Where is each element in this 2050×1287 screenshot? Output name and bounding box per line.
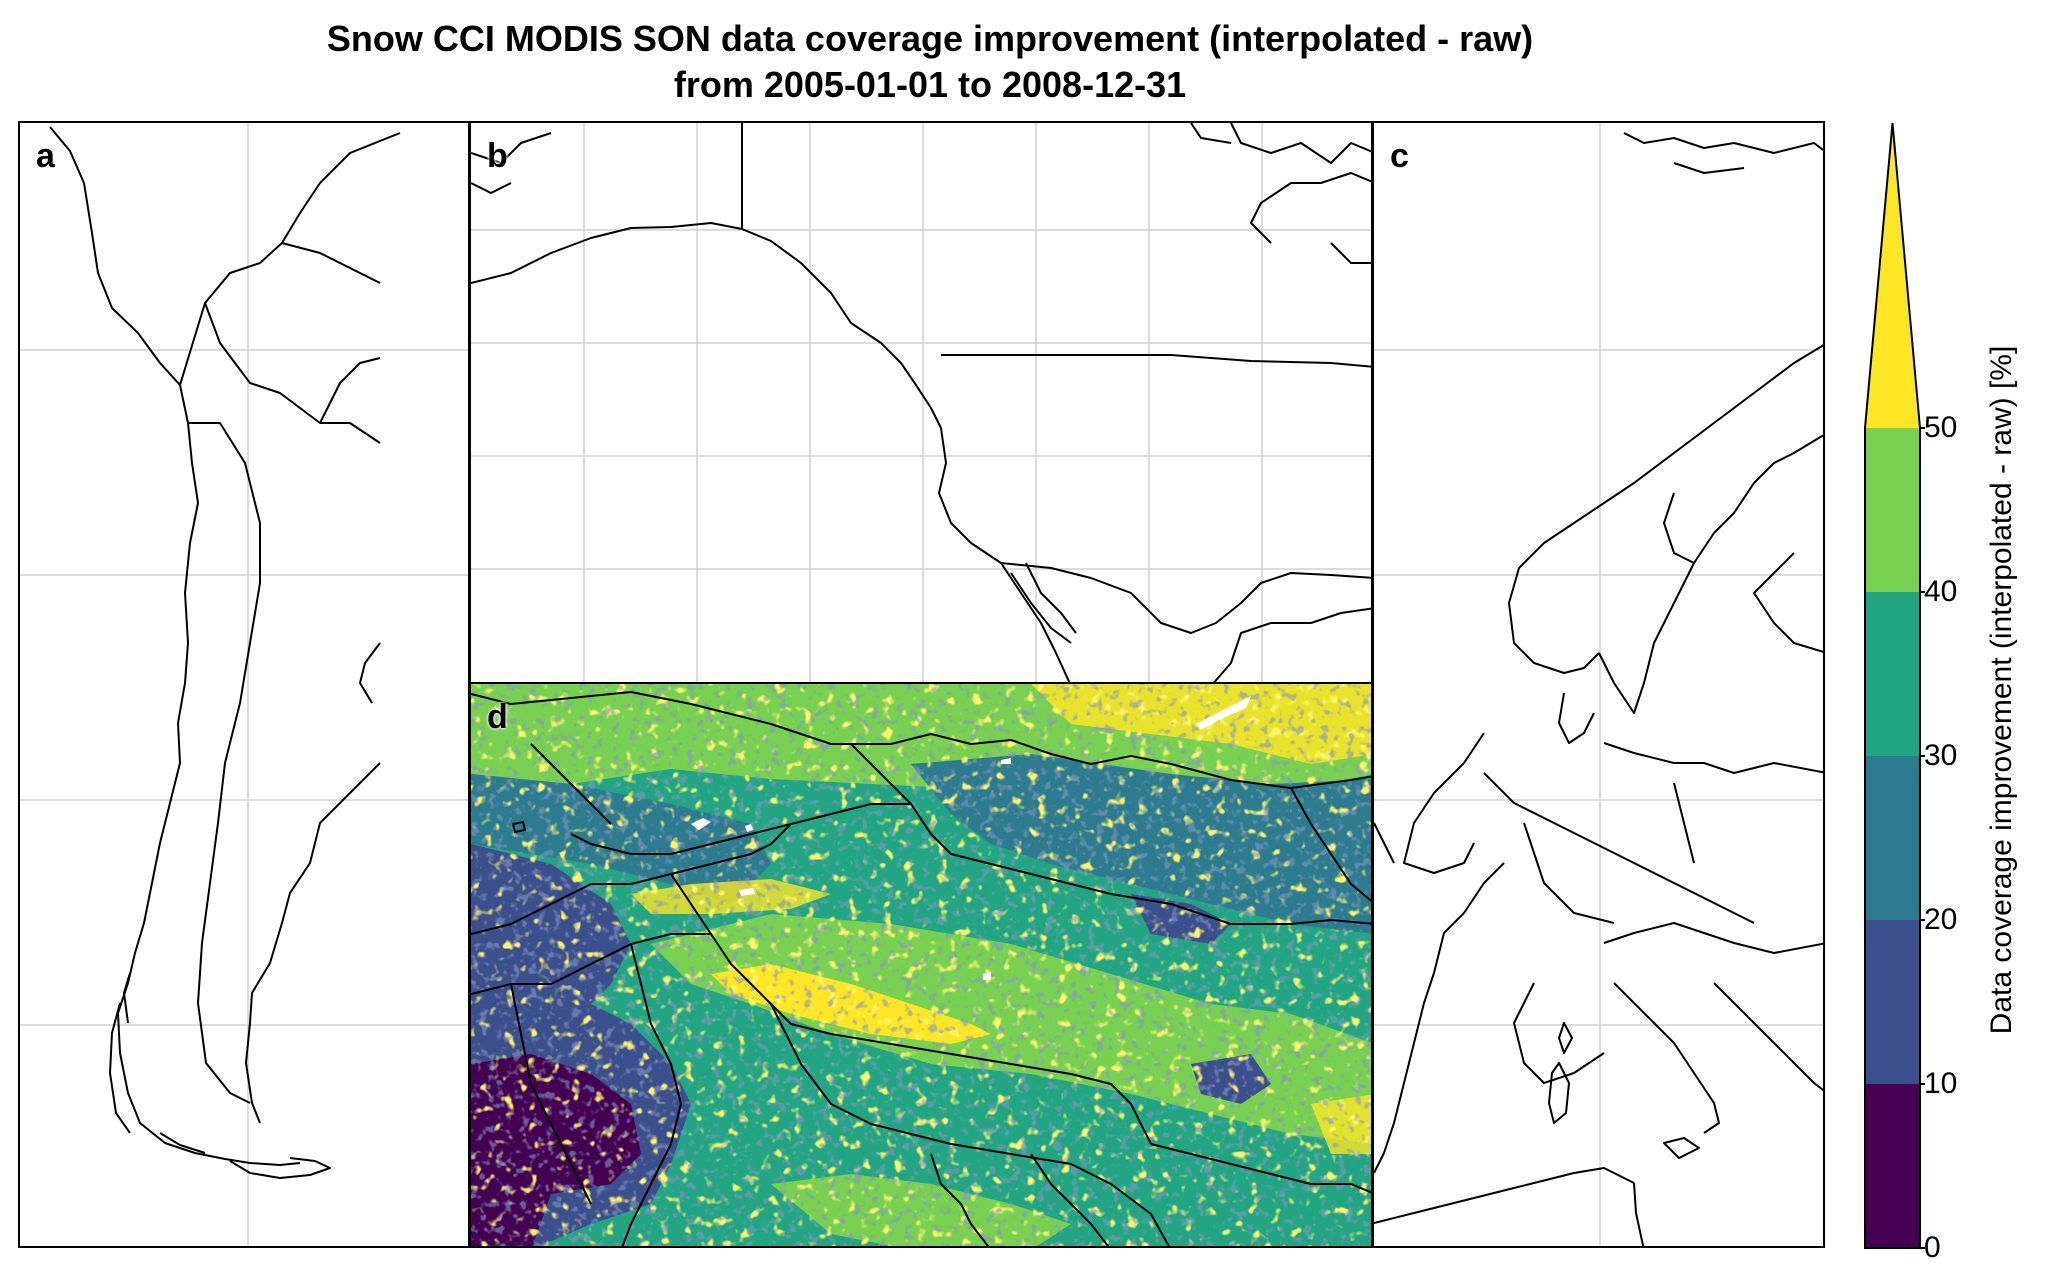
colorbar-level-20 (1865, 756, 1920, 920)
coastlines (1374, 132, 1823, 1246)
colorbar-level-10 (1865, 920, 1920, 1084)
panel-label-a: a (36, 137, 55, 175)
colorbar-level-50 (1865, 123, 1920, 428)
colorbar: 0 10 20 30 40 50 (1855, 115, 2050, 1263)
coastlines (49, 126, 401, 1179)
panel-label-d: d (487, 698, 508, 736)
colorbar-level-40 (1865, 428, 1920, 592)
colorbar-label: Data coverage improvement (interpolated … (1985, 345, 2018, 1035)
colorbar-level-30 (1865, 592, 1920, 756)
map-panel-b: b (469, 121, 1373, 684)
borders (471, 691, 1371, 1246)
map-south-america (20, 123, 468, 1246)
map-panel-c: c (1372, 121, 1825, 1248)
figure-subtitle: from 2005-01-01 to 2008-12-31 (673, 64, 1187, 105)
map-europe (1374, 123, 1823, 1246)
colorbar-tick-40: 40 (1924, 575, 1958, 608)
map-panel-d: d (469, 682, 1373, 1248)
gridlines (471, 123, 1371, 682)
colorbar-level-0 (1865, 1084, 1920, 1248)
coastlines (471, 123, 1371, 682)
panel-label-c: c (1390, 137, 1409, 175)
map-high-mountain-asia (471, 684, 1371, 1246)
map-north-america (471, 123, 1371, 682)
panel-label-b: b (487, 137, 508, 175)
data-field (471, 684, 1371, 1246)
colorbar-tick-10: 10 (1924, 1067, 1958, 1100)
colorbar-tick-30: 30 (1924, 739, 1958, 772)
gridlines (1374, 123, 1823, 1246)
map-panel-a: a (18, 121, 470, 1248)
colorbar-tick-0: 0 (1924, 1231, 1941, 1264)
colorbar-tick-20: 20 (1924, 903, 1958, 936)
colorbar-tick-50: 50 (1924, 411, 1958, 444)
figure-title: Snow CCI MODIS SON data coverage improve… (326, 18, 1534, 59)
gridlines (20, 123, 468, 1246)
colorbar-swatches (1864, 122, 1925, 1249)
